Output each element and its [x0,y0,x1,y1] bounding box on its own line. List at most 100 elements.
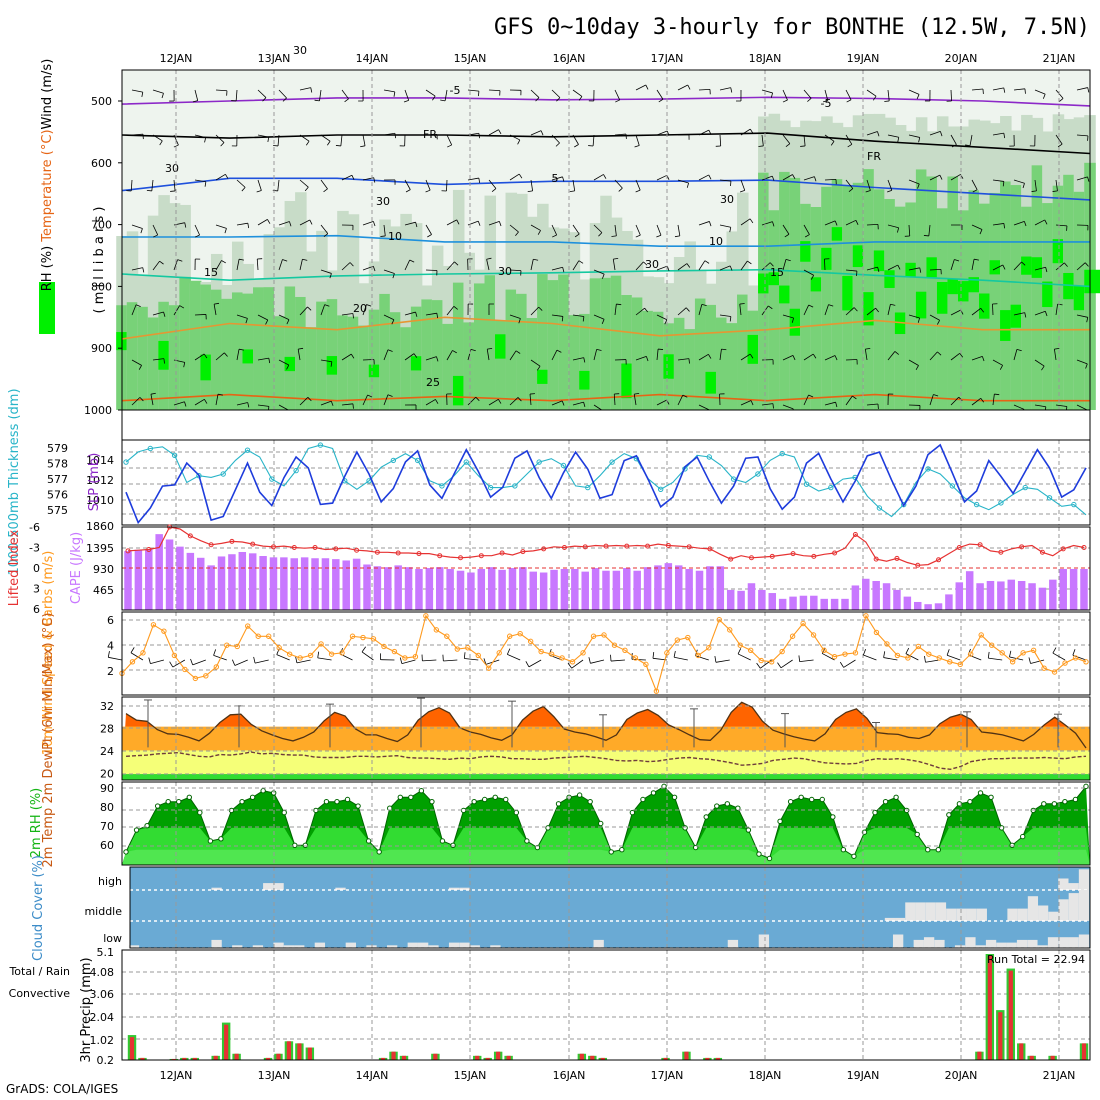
wind-barb [677,394,684,406]
rh-band-mid [621,295,633,410]
lifted-index-point [1060,546,1066,552]
wind-barb [824,258,826,271]
wind-barb [979,229,983,235]
wind-barb [509,173,520,181]
wind-barb [152,89,164,94]
upper-y-tick: 600 [91,157,112,170]
wind-barb [635,234,641,238]
wind-barb [432,95,436,101]
wind-barb [131,133,143,136]
isotherm-3 [122,234,1090,247]
rh2m-point [893,794,899,800]
wind-barb [215,224,227,229]
rh2m-tick: 60 [100,839,114,852]
day-tick-label-top: 19JAN [847,52,880,65]
cape-bar [435,567,444,610]
rh2m-point [766,855,773,862]
wind-barb [971,224,983,230]
rh2m-point [323,798,330,805]
wind-barb [562,267,565,273]
wind-barb [177,259,183,262]
wind-barb [808,394,814,398]
wind-barb [582,316,585,322]
rh2m-point [397,794,403,800]
rh2m-tick: 70 [100,820,114,833]
temp2m-tick: 24 [100,745,114,758]
precip-run-total: Run Total = 22.94 [987,953,1085,966]
wind-barb [685,307,690,312]
wind10m-point [140,650,146,656]
cloud-high-bar [211,887,222,890]
cape-bar [602,570,610,610]
wind10m-point [444,633,450,639]
wind-barb [583,357,586,363]
wind-barb [1087,176,1090,182]
thickness-point [220,471,226,477]
wind-barb [782,99,788,103]
cloud-low-bar [459,942,470,948]
rh2m-point [207,838,214,844]
wind10m-point [706,645,712,651]
wind-barb [383,89,395,93]
wind-barb [971,179,978,190]
rh2m-point [355,803,361,809]
wind10m-point [286,651,293,657]
wind-barb [224,352,228,357]
rh-band-mid [452,282,465,410]
thickness-point [973,501,980,508]
wind-barb [309,219,313,225]
wind-barb [866,403,878,406]
wind10m-barb [399,657,403,664]
wind-barb [572,357,584,361]
wind-barb [529,394,532,406]
wind-barb [761,262,771,271]
wind10m-point [360,634,366,641]
wind10m-barb [883,651,886,658]
wind-barb [1076,404,1088,411]
rh2m-point [292,842,298,849]
wind-barb [518,173,523,179]
wind-barb [307,306,312,311]
thickness-point [171,452,178,458]
cape-bar [280,557,288,610]
rh-band-mid [684,329,696,410]
day-tick-label-top: 14JAN [356,52,389,65]
wind-barb [824,355,836,361]
rh-band-high [1084,269,1100,294]
cape-bar [934,603,943,610]
rh-legend-swatch [39,282,55,334]
cloud-low-bar [985,939,997,948]
wind-barb [335,145,341,147]
wind-barb [1055,404,1067,407]
wind-barb [917,183,920,189]
wind-barb [791,317,794,323]
lifted-index-point [790,551,796,557]
wind-barb [635,224,641,236]
wind-barb [701,303,707,307]
wind-barb [163,311,166,317]
rh-band-mid [863,169,875,410]
thickness-point [609,459,615,465]
lifted-index-point [208,542,214,548]
wind-barb [887,89,890,101]
wind-barb [350,353,355,359]
wind-barb [852,395,857,400]
wind-barb [951,144,957,148]
rh-band-mid [484,275,497,410]
wind-barb [153,234,158,238]
cloud-low-bar [1078,934,1090,948]
wind-barb [533,258,539,261]
wind-barb [394,133,397,139]
wind-barb [527,190,533,193]
precip-convective-bar [391,1051,396,1060]
cape-bar [664,563,673,610]
wind-barb [739,304,742,316]
wind10m-point [161,628,167,634]
rh2m-tick: 80 [100,801,114,814]
lifted-index-point [354,547,360,553]
rh2m-point [450,842,456,849]
cloud-middle-bar [925,902,936,921]
wind10m-point [978,632,984,638]
thickness-point [317,442,324,448]
precip-tick: 1.02 [90,1034,115,1047]
